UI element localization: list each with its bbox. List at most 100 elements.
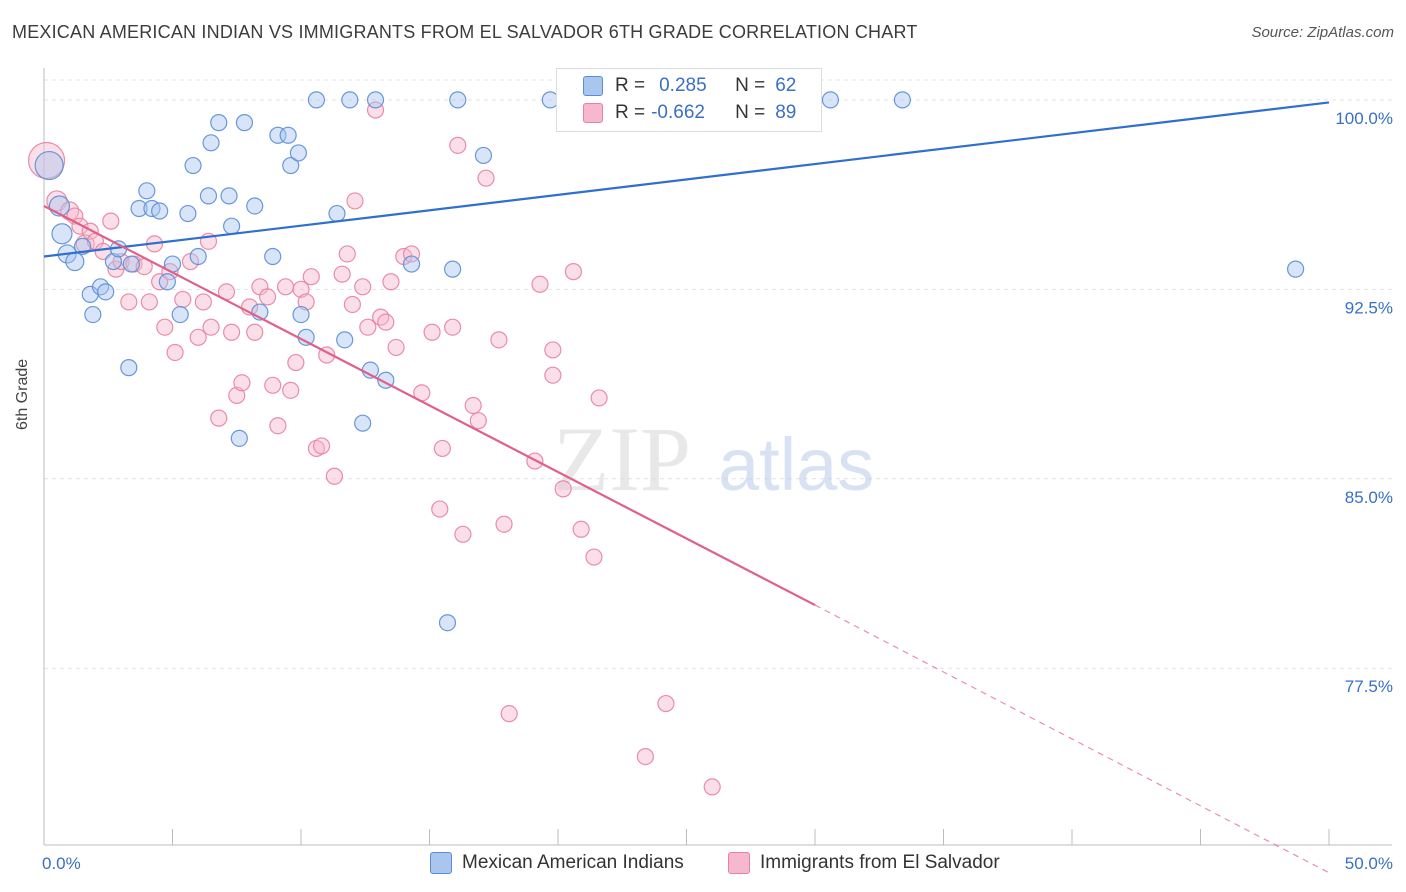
point-mexican-american-indian <box>210 114 228 132</box>
legend-label: Mexican American Indians <box>462 852 684 873</box>
legend-swatch-blue <box>583 76 603 96</box>
point-immigrant-el-salvador <box>338 245 356 263</box>
point-mexican-american-indian <box>230 429 248 447</box>
trend-line-pink <box>43 204 816 607</box>
point-immigrant-el-salvador <box>102 212 120 230</box>
point-mexican-american-indian <box>151 202 169 220</box>
series-legend: Mexican American Indians Immigrants from… <box>0 852 1406 878</box>
point-mexican-american-indian <box>292 305 310 324</box>
point-mexican-american-indian <box>438 614 457 632</box>
point-mexican-american-indian <box>279 126 297 144</box>
source-label: Source: ZipAtlas.com <box>1251 24 1394 41</box>
point-mexican-american-indian <box>354 414 372 432</box>
legend-n-label: N = <box>735 102 766 123</box>
point-mexican-american-indian <box>246 197 264 215</box>
point-immigrant-el-salvador <box>166 343 184 362</box>
point-immigrant-el-salvador <box>585 548 603 566</box>
series-mexican-american-indians <box>34 91 1305 632</box>
point-immigrant-el-salvador <box>297 293 315 311</box>
point-immigrant-el-salvador <box>382 273 400 291</box>
point-immigrant-el-salvador <box>343 295 361 314</box>
point-immigrant-el-salvador <box>202 318 220 336</box>
point-mexican-american-indian <box>199 187 218 205</box>
point-immigrant-el-salvador <box>282 381 300 399</box>
point-immigrant-el-salvador <box>27 141 66 180</box>
y-tick-label: 92.5% <box>1345 298 1393 317</box>
legend-row-blue: R = 0.285 N = 62 <box>583 75 796 97</box>
point-mexican-american-indian <box>366 91 385 109</box>
point-mexican-american-indian <box>34 150 64 181</box>
point-immigrant-el-salvador <box>431 500 449 518</box>
grid-lines <box>44 79 1392 669</box>
point-immigrant-el-salvador <box>210 409 228 427</box>
point-immigrant-el-salvador <box>469 412 487 430</box>
point-immigrant-el-salvador <box>495 515 513 533</box>
point-immigrant-el-salvador <box>302 268 320 286</box>
point-mexican-american-indian <box>474 146 493 165</box>
point-immigrant-el-salvador <box>402 245 421 263</box>
series-immigrants-el-salvador <box>27 101 721 796</box>
point-immigrant-el-salvador <box>572 520 590 538</box>
point-immigrant-el-salvador <box>490 331 508 349</box>
point-immigrant-el-salvador <box>287 353 305 372</box>
trend-line-blue <box>43 101 1330 258</box>
point-mexican-american-indian <box>51 223 73 245</box>
point-mexican-american-indian <box>202 134 220 152</box>
point-immigrant-el-salvador <box>477 169 495 187</box>
point-immigrant-el-salvador <box>500 705 518 723</box>
point-mexican-american-indian <box>179 204 197 223</box>
legend-n-label: N = <box>735 75 766 96</box>
chart-title: MEXICAN AMERICAN INDIAN VS IMMIGRANTS FR… <box>12 22 918 42</box>
point-immigrant-el-salvador <box>140 293 158 311</box>
point-mexican-american-indian <box>171 305 189 324</box>
point-mexican-american-indian <box>184 156 202 175</box>
point-immigrant-el-salvador <box>346 192 364 210</box>
point-immigrant-el-salvador <box>564 263 583 281</box>
point-immigrant-el-salvador <box>444 318 462 336</box>
point-mexican-american-indian <box>328 204 346 223</box>
point-immigrant-el-salvador <box>264 376 282 394</box>
point-mexican-american-indian <box>158 273 176 291</box>
point-immigrant-el-salvador <box>312 437 331 455</box>
point-mexican-american-indian <box>821 91 840 109</box>
point-immigrant-el-salvador <box>325 467 344 485</box>
point-mexican-american-indian <box>120 359 138 377</box>
legend-r-label: R = <box>615 75 646 96</box>
point-immigrant-el-salvador <box>276 278 295 296</box>
point-mexican-american-indian <box>220 187 238 205</box>
point-immigrant-el-salvador <box>233 374 251 392</box>
point-mexican-american-indian <box>84 305 102 324</box>
watermark-atlas: atlas <box>718 423 874 506</box>
point-mexican-american-indian <box>235 114 254 132</box>
point-immigrant-el-salvador <box>194 293 212 311</box>
point-mexican-american-indian <box>449 91 467 109</box>
tick-labels: 77.5% 85.0% 92.5% 100.0% 0.0% 50.0% <box>42 109 1393 873</box>
point-immigrant-el-salvador <box>372 308 390 326</box>
x-tick-label-max: 50.0% <box>1345 854 1393 873</box>
legend-item-immigrants-el-salvador: Immigrants from El Salvador <box>728 852 1000 874</box>
point-immigrant-el-salvador <box>189 328 207 346</box>
point-mexican-american-indian <box>264 247 282 266</box>
legend-label: Immigrants from El Salvador <box>760 852 1000 873</box>
legend-r-value: -0.662 <box>651 102 705 123</box>
correlation-legend: R = 0.285 N = 62 R = -0.662 N = 89 <box>556 68 822 132</box>
point-immigrant-el-salvador <box>423 323 441 341</box>
point-mexican-american-indian <box>104 252 122 271</box>
legend-swatch-pink <box>728 852 750 874</box>
point-immigrant-el-salvador <box>366 101 385 119</box>
point-mexican-american-indian <box>282 156 300 175</box>
point-immigrant-el-salvador <box>269 417 287 435</box>
point-mexican-american-indian <box>402 255 421 273</box>
axes <box>43 68 1392 846</box>
y-tick-label: 100.0% <box>1335 109 1393 128</box>
point-immigrant-el-salvador <box>258 288 277 306</box>
point-immigrant-el-salvador <box>359 318 377 336</box>
point-mexican-american-indian <box>444 260 462 278</box>
legend-n-value: 89 <box>775 102 797 123</box>
watermark-zip: ZIP <box>553 408 691 510</box>
trend-line-pink-extension <box>814 604 1330 874</box>
point-mexican-american-indian <box>223 217 241 235</box>
point-mexican-american-indian <box>336 331 354 349</box>
point-immigrant-el-salvador <box>246 323 264 341</box>
